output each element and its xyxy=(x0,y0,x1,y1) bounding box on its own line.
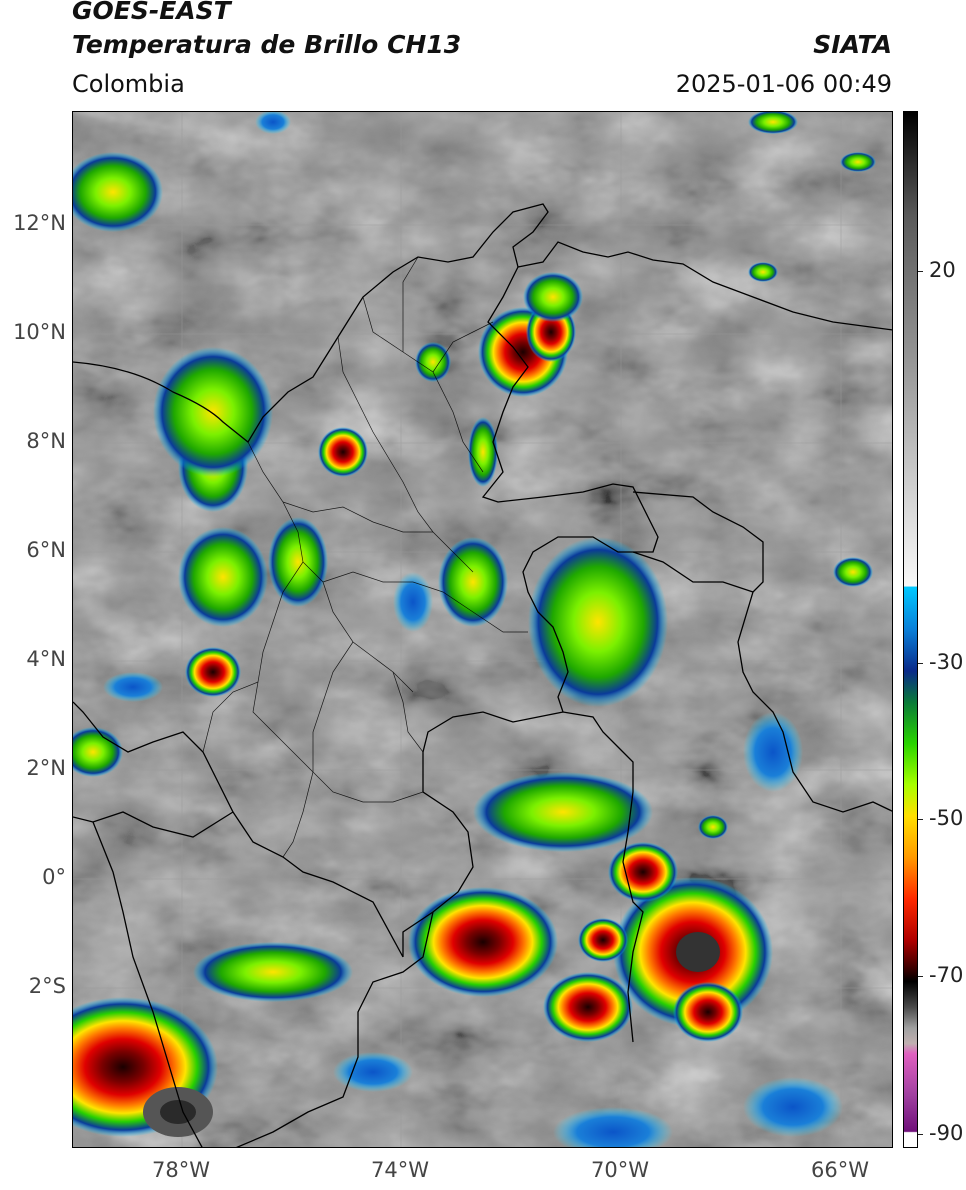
lon-label: 70°W xyxy=(591,1158,649,1182)
colorbar-gradient xyxy=(904,112,917,1147)
lat-label: 2°S xyxy=(28,974,66,998)
cbar-tick xyxy=(918,663,923,664)
colorbar-label: -90 xyxy=(929,1121,964,1145)
lon-label: 66°W xyxy=(811,1158,869,1182)
colorbar-label: -50 xyxy=(929,806,964,830)
cbar-tick xyxy=(918,271,923,272)
colorbar-label: -30 xyxy=(929,650,964,674)
region-label: Colombia xyxy=(72,70,185,98)
product-title: Temperatura de Brillo CH13 xyxy=(72,30,462,59)
brand-label: SIATA xyxy=(813,30,892,59)
colorbar xyxy=(903,111,918,1148)
lat-label: 10°N xyxy=(13,320,66,344)
cbar-tick xyxy=(918,976,923,977)
lat-label: 0° xyxy=(42,865,66,889)
satellite-map[interactable] xyxy=(72,111,893,1148)
colorbar-label: -70 xyxy=(929,963,964,987)
datetime-label: 2025-01-06 00:49 xyxy=(675,70,892,98)
cbar-tick xyxy=(918,819,923,820)
colorbar-label: 20 xyxy=(929,258,956,282)
lat-label: 8°N xyxy=(26,429,66,453)
department-borders xyxy=(202,256,528,858)
lat-label: 12°N xyxy=(13,211,66,235)
satellite-title: GOES-EAST xyxy=(72,0,231,25)
lat-label: 4°N xyxy=(26,647,66,671)
lat-label: 2°N xyxy=(26,756,66,780)
cbar-tick xyxy=(918,1134,923,1135)
lon-label: 74°W xyxy=(371,1158,429,1182)
lon-label: 78°W xyxy=(152,1158,210,1182)
convective-cells xyxy=(73,112,876,1147)
lat-label: 6°N xyxy=(26,538,66,562)
